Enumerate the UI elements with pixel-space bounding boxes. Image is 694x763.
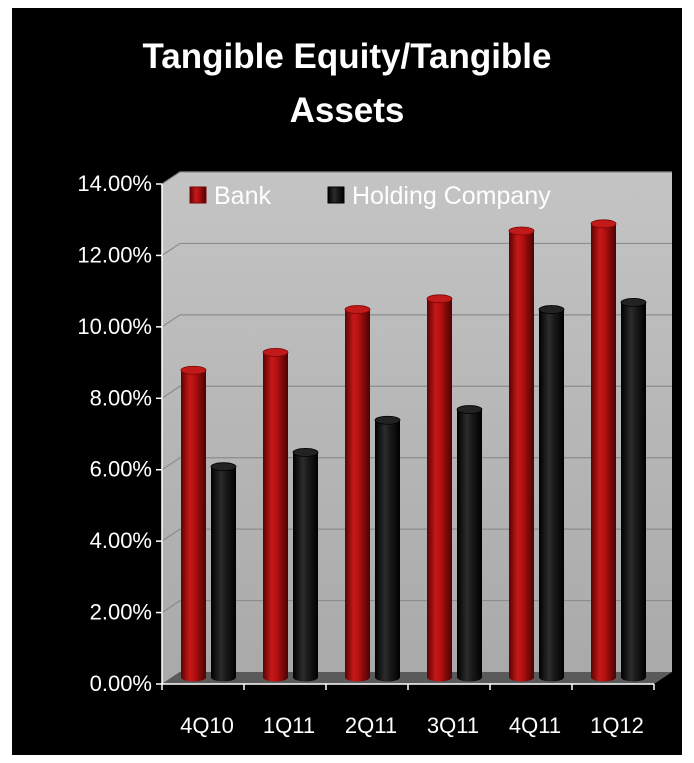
bar-body <box>509 230 534 682</box>
x-category-label: 2Q11 <box>345 713 397 738</box>
x-category-label: 1Q11 <box>263 713 315 738</box>
bar-bank <box>180 365 207 682</box>
gridline <box>161 385 672 399</box>
bar-top-cap <box>210 462 237 472</box>
gridline <box>161 242 672 256</box>
x-category-label: 4Q11 <box>509 713 561 738</box>
bar-top-cap <box>426 294 453 304</box>
bar-top-cap <box>456 405 483 414</box>
bar-holding-company <box>374 415 401 682</box>
legend-label: Bank <box>214 182 271 210</box>
bar-bank <box>262 347 289 682</box>
x-category-label: 4Q10 <box>180 713 234 738</box>
y-tick-label: 12.00% <box>77 242 152 267</box>
bar-body <box>427 298 452 682</box>
bar-top-cap <box>374 415 401 425</box>
bar-top-cap <box>590 219 617 229</box>
bar-bank <box>426 294 453 682</box>
chart-title: Tangible Equity/Tangible Assets <box>12 30 682 138</box>
bar-body <box>211 466 236 682</box>
bar-bank <box>590 219 617 682</box>
bar-body <box>263 352 288 682</box>
gridline <box>161 314 672 328</box>
x-category-label: 1Q12 <box>590 713 644 738</box>
bar-body <box>181 370 206 682</box>
gridline <box>161 528 672 542</box>
bar-top-cap <box>344 305 371 314</box>
bar-bank <box>508 226 535 682</box>
bar-holding-company <box>620 297 647 682</box>
y-tick-label: 0.00% <box>90 671 152 696</box>
bar-body <box>457 409 482 682</box>
bar-holding-company <box>292 447 319 682</box>
bar-top-cap <box>538 305 565 314</box>
bar-body <box>345 309 370 682</box>
bar-holding-company <box>210 462 237 682</box>
bar-holding-company <box>538 305 565 682</box>
gridline <box>161 457 672 471</box>
y-tick-label: 10.00% <box>77 314 152 339</box>
bar-top-cap <box>620 297 647 307</box>
y-tick-label: 4.00% <box>90 528 152 553</box>
bar-body <box>375 420 400 682</box>
y-tick-label: 6.00% <box>90 457 152 482</box>
y-tick-label: 2.00% <box>90 600 152 625</box>
chart-title-line-1: Tangible Equity/Tangible <box>142 37 552 76</box>
y-tick-label: 8.00% <box>90 385 152 410</box>
bar-body <box>539 309 564 682</box>
bar-top-cap <box>292 447 319 457</box>
legend-swatch <box>327 186 345 204</box>
gridline <box>161 171 672 185</box>
bar-body <box>591 223 616 682</box>
bar-bank <box>344 305 371 682</box>
chart-title-line-2: Assets <box>289 91 405 130</box>
bar-top-cap <box>180 365 207 375</box>
x-category-label: 3Q11 <box>427 713 479 738</box>
legend-item-holding-company: Holding Company <box>327 182 551 210</box>
bar-body <box>621 302 646 682</box>
bar-body <box>293 452 318 682</box>
y-tick-label: 14.00% <box>77 171 152 196</box>
legend-swatch <box>189 186 207 204</box>
bar-holding-company <box>456 405 483 682</box>
bar-top-cap <box>508 226 535 236</box>
bar-top-cap <box>262 347 289 357</box>
gridline <box>161 599 672 614</box>
legend-item-bank: Bank <box>189 182 271 210</box>
legend-label: Holding Company <box>352 182 551 210</box>
